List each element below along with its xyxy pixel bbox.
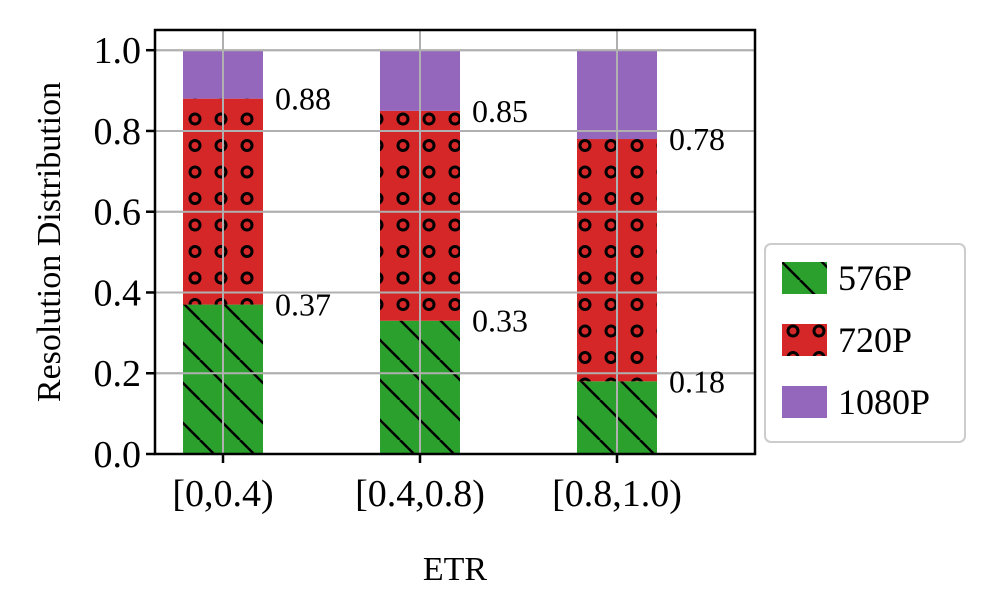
- y-tick-label: 0.2: [94, 353, 142, 395]
- x-axis-ticks: [0,0.4) [0.4,0.8) [0.8,1.0): [172, 454, 682, 515]
- y-tick-label: 0.4: [94, 272, 142, 314]
- legend-label-720p: 720P: [838, 320, 912, 360]
- legend-hatch-720p: [782, 324, 827, 356]
- x-axis-title: ETR: [423, 551, 488, 588]
- y-tick-label: 0.6: [94, 192, 142, 234]
- y-axis-ticks: 0.0 0.2 0.4 0.6 0.8 1.0: [94, 30, 155, 476]
- data-label: 0.78: [669, 121, 725, 157]
- y-axis-title: Resolution Distribution: [31, 82, 68, 402]
- legend-label-1080p: 1080P: [838, 382, 930, 422]
- y-tick-label: 0.0: [94, 434, 142, 476]
- data-label: 0.88: [275, 81, 331, 117]
- data-label: 0.85: [472, 93, 528, 129]
- legend: 576P 720P 1080P: [764, 243, 966, 443]
- y-tick-label: 0.8: [94, 111, 142, 153]
- x-tick-label: [0,0.4): [172, 473, 273, 515]
- legend-swatch-1080p: [782, 386, 827, 418]
- data-labels: 0.37 0.88 0.33 0.85 0.18 0.78: [275, 81, 725, 400]
- grid-lines-overlay: [155, 30, 755, 455]
- x-tick-label: [0.4,0.8): [355, 473, 485, 515]
- legend-hatch-576p: [782, 262, 827, 294]
- legend-label-576p: 576P: [838, 258, 912, 298]
- data-label: 0.33: [472, 303, 528, 339]
- x-tick-label: [0.8,1.0): [552, 473, 682, 515]
- data-label: 0.18: [669, 363, 725, 399]
- plot-frame: [153, 28, 757, 456]
- y-tick-label: 1.0: [94, 30, 142, 72]
- data-label: 0.37: [275, 287, 331, 323]
